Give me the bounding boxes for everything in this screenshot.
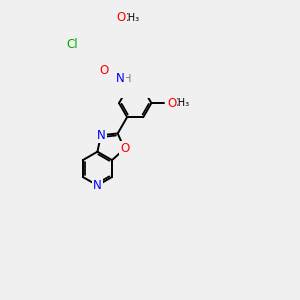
Text: O: O (116, 11, 126, 24)
Text: Cl: Cl (67, 38, 78, 51)
Text: O: O (99, 64, 108, 77)
Text: H: H (124, 74, 132, 84)
Text: N: N (97, 129, 106, 142)
Text: O: O (167, 97, 176, 110)
Text: O: O (120, 142, 129, 155)
Text: CH₃: CH₃ (172, 98, 190, 108)
Text: N: N (116, 72, 125, 85)
Text: N: N (93, 179, 102, 192)
Text: CH₃: CH₃ (122, 13, 140, 23)
